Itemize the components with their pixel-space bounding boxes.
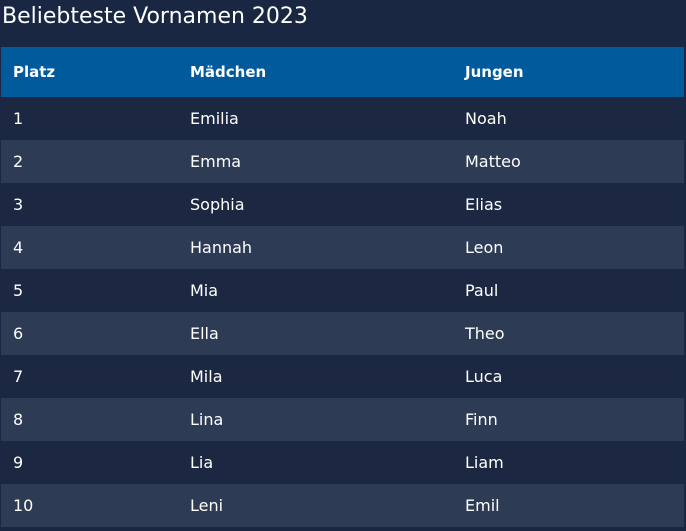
girl-name-cell: Leni [190, 496, 224, 515]
girl-name-cell: Emilia [190, 109, 239, 128]
rank-cell: 9 [13, 453, 24, 472]
table-row: 8 Lina Finn [1, 398, 684, 441]
girl-name-cell: Mia [190, 281, 219, 300]
table-row: 3 Sophia Elias [1, 183, 684, 226]
boy-name-cell: Luca [465, 367, 503, 386]
boy-name-cell: Liam [465, 453, 504, 472]
header-maedchen: Mädchen [190, 63, 267, 81]
rank-cell: 7 [13, 367, 24, 386]
boy-name-cell: Matteo [465, 152, 521, 171]
girl-name-cell: Sophia [190, 195, 245, 214]
boy-name-cell: Paul [465, 281, 499, 300]
girl-name-cell: Lia [190, 453, 214, 472]
rank-cell: 1 [13, 109, 24, 128]
table-row: 7 Mila Luca [1, 355, 684, 398]
rank-cell: 8 [13, 410, 24, 429]
boy-name-cell: Noah [465, 109, 507, 128]
table-header-row: Platz Mädchen Jungen [1, 47, 684, 97]
rank-cell: 5 [13, 281, 24, 300]
rank-cell: 6 [13, 324, 24, 343]
boy-name-cell: Elias [465, 195, 503, 214]
table-row: 9 Lia Liam [1, 441, 684, 484]
rank-cell: 2 [13, 152, 24, 171]
table-row: 10 Leni Emil [1, 484, 684, 527]
header-jungen: Jungen [465, 63, 524, 81]
table-row: 5 Mia Paul [1, 269, 684, 312]
rank-cell: 4 [13, 238, 24, 257]
header-platz: Platz [13, 63, 56, 81]
table-row: 4 Hannah Leon [1, 226, 684, 269]
girl-name-cell: Lina [190, 410, 224, 429]
table-row: 6 Ella Theo [1, 312, 684, 355]
rank-cell: 10 [13, 496, 34, 515]
boy-name-cell: Finn [465, 410, 498, 429]
page-title: Beliebteste Vornamen 2023 [2, 4, 308, 29]
names-table: Platz Mädchen Jungen 1 Emilia Noah 2 Emm… [1, 47, 684, 527]
boy-name-cell: Leon [465, 238, 504, 257]
table-row: 2 Emma Matteo [1, 140, 684, 183]
boy-name-cell: Theo [465, 324, 505, 343]
rank-cell: 3 [13, 195, 24, 214]
girl-name-cell: Hannah [190, 238, 253, 257]
table-row: 1 Emilia Noah [1, 97, 684, 140]
girl-name-cell: Mila [190, 367, 223, 386]
girl-name-cell: Emma [190, 152, 242, 171]
girl-name-cell: Ella [190, 324, 219, 343]
boy-name-cell: Emil [465, 496, 500, 515]
